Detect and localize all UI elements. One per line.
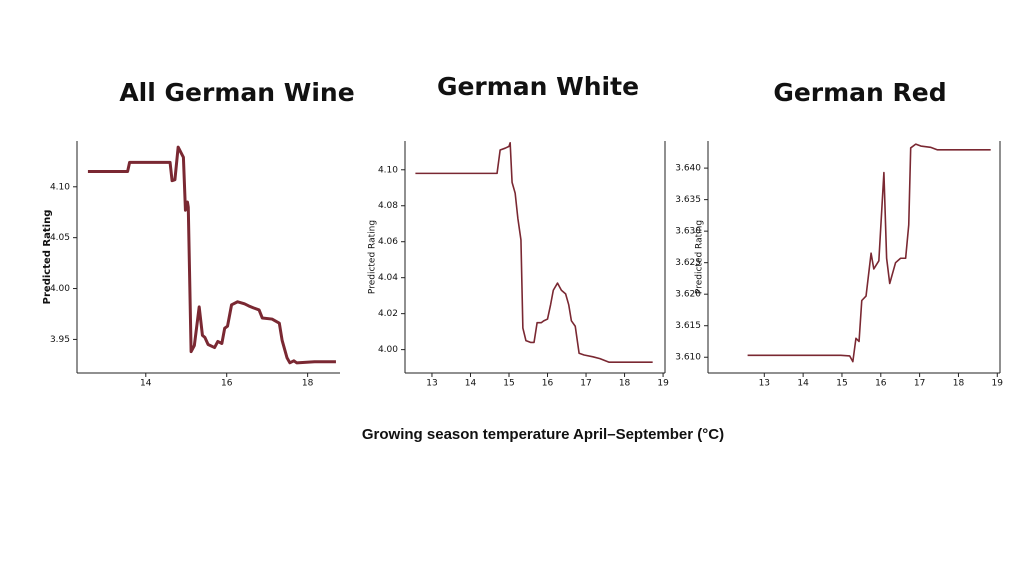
- y-tick-label: 3.630: [675, 227, 701, 237]
- y-axis-label: Predicted Rating: [368, 220, 378, 294]
- y-tick-label: 3.615: [675, 321, 701, 331]
- x-tick-label: 16: [542, 379, 554, 389]
- y-tick-label: 4.10: [378, 165, 398, 175]
- y-tick-label: 4.02: [378, 309, 398, 319]
- data-line: [747, 143, 991, 363]
- x-tick-label: 13: [426, 379, 437, 389]
- y-tick-label: 3.640: [675, 164, 701, 174]
- x-tick-label: 14: [797, 379, 809, 389]
- x-tick-label: 18: [953, 379, 965, 389]
- y-tick-label: 3.620: [675, 290, 701, 300]
- x-tick-label: 18: [619, 379, 631, 389]
- y-tick-label: 4.05: [50, 233, 70, 243]
- x-tick-label: 15: [503, 379, 514, 389]
- y-tick-label: 3.610: [675, 353, 701, 363]
- x-tick-label: 14: [140, 379, 152, 389]
- x-tick-label: 16: [875, 379, 887, 389]
- y-tick-label: 4.06: [378, 237, 398, 247]
- chart-title: German Red: [773, 78, 946, 107]
- x-tick-label: 19: [992, 379, 1004, 389]
- y-tick-label: 4.04: [378, 273, 398, 283]
- y-tick-label: 3.635: [675, 195, 701, 205]
- y-axis-label: Predicted Rating: [695, 220, 705, 294]
- shared-x-label: Growing season temperature April–Septemb…: [362, 426, 724, 443]
- x-tick-label: 13: [759, 379, 770, 389]
- x-tick-label: 15: [836, 379, 847, 389]
- y-tick-label: 3.95: [50, 335, 70, 345]
- y-tick-label: 4.08: [378, 201, 398, 211]
- y-tick-label: 4.00: [50, 284, 70, 294]
- y-axis-label: Predicted Rating: [42, 210, 53, 305]
- x-tick-label: 18: [302, 379, 314, 389]
- x-tick-label: 17: [914, 379, 925, 389]
- x-tick-label: 17: [580, 379, 591, 389]
- x-tick-label: 19: [657, 379, 669, 389]
- x-tick-label: 16: [221, 379, 233, 389]
- x-tick-label: 14: [465, 379, 477, 389]
- data-line: [87, 145, 336, 365]
- chart-title: German White: [437, 72, 639, 101]
- y-tick-label: 3.625: [675, 258, 701, 268]
- y-tick-label: 4.00: [378, 345, 398, 355]
- chart-title: All German Wine: [119, 78, 354, 107]
- data-line: [415, 142, 653, 364]
- y-tick-label: 4.10: [50, 182, 70, 192]
